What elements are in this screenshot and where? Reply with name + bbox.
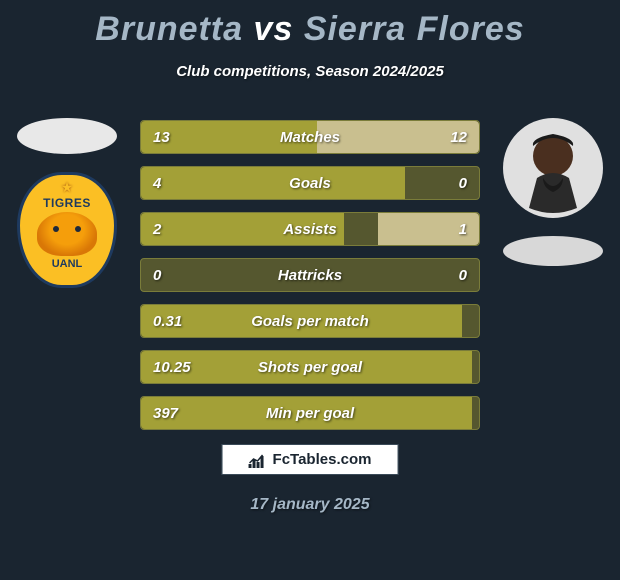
badge-bottom-text: UANL	[52, 258, 83, 270]
stat-right-value: 0	[409, 175, 479, 192]
date-text: 17 january 2025	[250, 496, 369, 514]
footer-site-badge: FcTables.com	[222, 444, 399, 475]
stat-row: 10.25Shots per goal	[140, 350, 480, 384]
badge-star-icon: ★	[61, 179, 74, 196]
stat-left-value: 397	[141, 405, 211, 422]
stat-right-value: 1	[409, 221, 479, 238]
stat-left-value: 0.31	[141, 313, 211, 330]
stat-label: Matches	[211, 129, 409, 146]
stat-row: 397Min per goal	[140, 396, 480, 430]
stat-left-value: 10.25	[141, 359, 211, 376]
stat-right-value: 12	[409, 129, 479, 146]
fctables-logo-icon	[249, 452, 267, 468]
stat-row: 0Hattricks0	[140, 258, 480, 292]
player2-name: Sierra Flores	[304, 10, 525, 48]
stat-left-value: 13	[141, 129, 211, 146]
stat-left-value: 4	[141, 175, 211, 192]
stat-row: 4Goals0	[140, 166, 480, 200]
tiger-face-icon	[37, 212, 97, 256]
stat-label: Goals	[211, 175, 409, 192]
player2-avatar	[503, 118, 603, 218]
right-column	[498, 118, 608, 266]
player1-name: Brunetta	[95, 10, 243, 48]
stat-left-value: 2	[141, 221, 211, 238]
stat-label: Hattricks	[211, 267, 409, 284]
stat-label: Assists	[211, 221, 409, 238]
stat-label: Min per goal	[211, 405, 409, 422]
stats-bars: 13Matches124Goals02Assists10Hattricks00.…	[140, 120, 480, 442]
comparison-title: Brunetta vs Sierra Flores	[0, 0, 620, 49]
stat-label: Goals per match	[211, 313, 409, 330]
stat-left-value: 0	[141, 267, 211, 284]
stat-row: 2Assists1	[140, 212, 480, 246]
player1-club-badge: ★ TIGRES UANL	[17, 172, 117, 288]
player2-club-badge-placeholder	[503, 236, 603, 266]
player2-silhouette-icon	[503, 118, 603, 218]
subtitle: Club competitions, Season 2024/2025	[0, 63, 620, 80]
stat-label: Shots per goal	[211, 359, 409, 376]
footer-site-text: FcTables.com	[273, 451, 372, 468]
player1-avatar-placeholder	[17, 118, 117, 154]
stat-row: 13Matches12	[140, 120, 480, 154]
badge-shield: ★ TIGRES UANL	[17, 172, 117, 288]
badge-top-text: TIGRES	[43, 196, 91, 210]
vs-text: vs	[254, 10, 294, 48]
stat-row: 0.31Goals per match	[140, 304, 480, 338]
stat-right-value: 0	[409, 267, 479, 284]
left-column: ★ TIGRES UANL	[12, 118, 122, 288]
